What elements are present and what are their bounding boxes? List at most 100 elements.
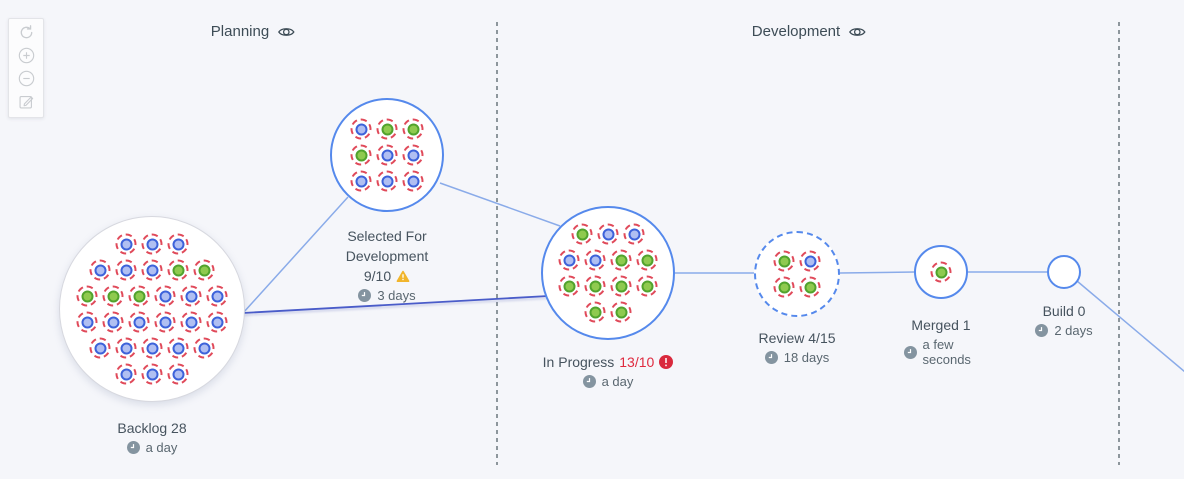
work-item-dot[interactable] bbox=[636, 249, 658, 271]
work-item-dot[interactable] bbox=[167, 259, 189, 281]
selected-for-development-label: Selected For Development 9/10 3 days bbox=[297, 226, 477, 303]
work-item-dot[interactable] bbox=[597, 223, 619, 245]
duration: a day bbox=[518, 374, 698, 389]
work-item-dot[interactable] bbox=[376, 118, 398, 140]
work-item-dot[interactable] bbox=[115, 259, 137, 281]
work-item-dot[interactable] bbox=[206, 285, 228, 307]
work-item-dot[interactable] bbox=[402, 144, 424, 166]
work-item-dot-green bbox=[778, 281, 790, 293]
work-item-dot[interactable] bbox=[623, 223, 645, 245]
work-item-dot[interactable] bbox=[571, 223, 593, 245]
work-item-dot[interactable] bbox=[128, 311, 150, 333]
work-item-dot[interactable] bbox=[636, 275, 658, 297]
work-item-dot[interactable] bbox=[180, 285, 202, 307]
work-item-dot[interactable] bbox=[376, 170, 398, 192]
work-item-dots bbox=[558, 223, 658, 323]
review-label: Review 4/15 18 days bbox=[707, 328, 887, 365]
work-item-dot-blue bbox=[381, 149, 393, 161]
work-item-dot-green bbox=[172, 264, 184, 276]
work-item-dot[interactable] bbox=[584, 301, 606, 323]
zoom-out-icon bbox=[18, 70, 35, 90]
work-item-dot[interactable] bbox=[141, 337, 163, 359]
work-item-dot[interactable] bbox=[206, 311, 228, 333]
work-item-dot-blue bbox=[146, 342, 158, 354]
work-item-dot[interactable] bbox=[558, 249, 580, 271]
work-item-dot-blue bbox=[589, 254, 601, 266]
work-item-dot-green bbox=[198, 264, 210, 276]
work-item-dot[interactable] bbox=[167, 233, 189, 255]
edge-review-to-merged bbox=[839, 271, 916, 274]
work-item-dot-blue bbox=[172, 342, 184, 354]
work-item-dot[interactable] bbox=[376, 144, 398, 166]
zoom-out-button[interactable] bbox=[13, 68, 39, 91]
duration: a few seconds bbox=[851, 337, 1031, 367]
work-item-dot-blue bbox=[198, 342, 210, 354]
work-item-dot[interactable] bbox=[154, 285, 176, 307]
work-item-dot-blue bbox=[120, 238, 132, 250]
dot-row bbox=[89, 259, 215, 281]
work-item-dot[interactable] bbox=[773, 250, 795, 272]
work-item-dot[interactable] bbox=[102, 285, 124, 307]
duration-text: a day bbox=[601, 374, 634, 389]
work-item-dot[interactable] bbox=[193, 259, 215, 281]
work-item-dot-green bbox=[355, 149, 367, 161]
work-item-dot[interactable] bbox=[584, 249, 606, 271]
eye-icon[interactable] bbox=[278, 26, 295, 38]
work-item-dot[interactable] bbox=[350, 118, 372, 140]
build-stage-circle[interactable] bbox=[1047, 255, 1081, 289]
work-item-dot[interactable] bbox=[402, 170, 424, 192]
work-item-dot[interactable] bbox=[180, 311, 202, 333]
merged-label: Merged 1 a few seconds bbox=[851, 315, 1031, 367]
work-item-dot[interactable] bbox=[128, 285, 150, 307]
work-item-dot-blue bbox=[172, 238, 184, 250]
work-item-dot[interactable] bbox=[799, 250, 821, 272]
work-item-dot[interactable] bbox=[167, 363, 189, 385]
work-item-dot[interactable] bbox=[193, 337, 215, 359]
work-item-dot[interactable] bbox=[141, 363, 163, 385]
work-item-dot-green bbox=[576, 228, 588, 240]
work-item-dot[interactable] bbox=[773, 276, 795, 298]
work-item-dot[interactable] bbox=[115, 363, 137, 385]
work-item-dot-blue bbox=[146, 238, 158, 250]
work-item-dot-green bbox=[615, 306, 627, 318]
work-item-dot[interactable] bbox=[154, 311, 176, 333]
work-item-dot-green bbox=[589, 306, 601, 318]
merged-stage-circle[interactable] bbox=[914, 245, 968, 299]
duration-text: 18 days bbox=[783, 350, 830, 365]
work-item-dot[interactable] bbox=[102, 311, 124, 333]
work-item-dot[interactable] bbox=[141, 233, 163, 255]
work-item-dot[interactable] bbox=[167, 337, 189, 359]
work-item-dot[interactable] bbox=[89, 337, 111, 359]
work-item-dot[interactable] bbox=[610, 249, 632, 271]
work-item-dot[interactable] bbox=[350, 170, 372, 192]
work-item-dot[interactable] bbox=[115, 337, 137, 359]
work-item-dot[interactable] bbox=[89, 259, 111, 281]
work-item-dot[interactable] bbox=[115, 233, 137, 255]
eye-icon[interactable] bbox=[849, 26, 866, 38]
review-stage-circle[interactable] bbox=[754, 231, 840, 317]
work-item-dot-blue bbox=[159, 316, 171, 328]
node-label-row: Build 0 bbox=[974, 301, 1154, 321]
work-item-dot-blue bbox=[81, 316, 93, 328]
work-item-dot[interactable] bbox=[584, 275, 606, 297]
dot-row bbox=[76, 285, 228, 307]
work-item-dot-blue bbox=[563, 254, 575, 266]
work-item-dot[interactable] bbox=[610, 275, 632, 297]
edit-button[interactable] bbox=[13, 91, 39, 114]
work-item-dot[interactable] bbox=[76, 285, 98, 307]
work-item-dot[interactable] bbox=[350, 144, 372, 166]
work-item-dot[interactable] bbox=[610, 301, 632, 323]
work-item-dot[interactable] bbox=[799, 276, 821, 298]
zoom-in-button[interactable] bbox=[13, 45, 39, 68]
node-label-text: Selected For bbox=[347, 228, 427, 244]
work-item-dot[interactable] bbox=[141, 259, 163, 281]
work-item-dot[interactable] bbox=[558, 275, 580, 297]
warning-icon bbox=[396, 269, 410, 283]
dot-row bbox=[350, 118, 424, 140]
dot-row bbox=[350, 144, 424, 166]
work-item-dot[interactable] bbox=[402, 118, 424, 140]
work-item-dot-blue bbox=[146, 368, 158, 380]
work-item-dot[interactable] bbox=[930, 261, 952, 283]
work-item-dot[interactable] bbox=[76, 311, 98, 333]
reset-view-button[interactable] bbox=[13, 22, 39, 45]
